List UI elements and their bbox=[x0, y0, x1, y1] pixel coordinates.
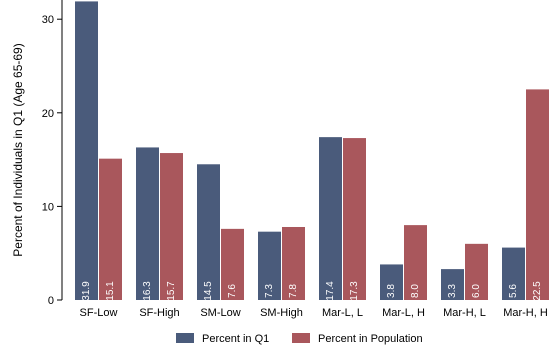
bar-q1-2 bbox=[197, 164, 220, 300]
y-tick-label: 0 bbox=[48, 295, 54, 307]
data-label-population-2: 7.6 bbox=[227, 284, 238, 298]
data-label-q1-6: 3.3 bbox=[447, 284, 458, 298]
category-label: SM-High bbox=[260, 307, 303, 319]
data-label-population-6: 6.0 bbox=[471, 284, 482, 298]
category-labels-layer: SF-Low SF-High SM-Low SM-High Mar-L, L Mar-L,… bbox=[80, 307, 548, 319]
data-label-q1-3: 7.3 bbox=[264, 284, 275, 298]
data-label-population-0: 15.1 bbox=[105, 281, 116, 301]
bar-population-4 bbox=[343, 138, 366, 300]
bar-q1-7 bbox=[502, 247, 525, 300]
bar-q1-6 bbox=[441, 269, 464, 300]
bar-population-0 bbox=[99, 158, 122, 300]
legend: Percent in Q1 Percent in Population bbox=[176, 333, 423, 345]
legend-label-q1: Percent in Q1 bbox=[202, 333, 269, 345]
data-label-q1-7: 5.6 bbox=[508, 284, 519, 298]
bar-q1-3 bbox=[258, 231, 281, 300]
legend-swatch-population bbox=[292, 333, 310, 343]
bar-q1-0 bbox=[75, 1, 98, 301]
category-label: SF-Low bbox=[80, 307, 118, 319]
bar-population-6 bbox=[465, 243, 488, 300]
legend-swatch-q1 bbox=[176, 333, 194, 343]
data-label-q1-2: 14.5 bbox=[203, 281, 214, 301]
data-label-q1-0: 31.9 bbox=[81, 281, 92, 301]
legend-label-population: Percent in Population bbox=[318, 333, 423, 345]
data-labels-layer: 31.9 15.1 16.3 15.7 14.5 7.6 7.3 7.8 17.4 17.3 3.8… bbox=[81, 281, 543, 301]
category-label: Mar-H, L bbox=[443, 307, 486, 319]
bar-q1-5 bbox=[380, 264, 403, 300]
category-label: SM-Low bbox=[200, 307, 240, 319]
category-label: Mar-H, H bbox=[503, 307, 548, 319]
y-axis-ticks: 0 10 20 30 bbox=[42, 14, 62, 307]
data-label-q1-1: 16.3 bbox=[142, 281, 153, 301]
y-tick-label: 20 bbox=[42, 108, 54, 120]
data-label-q1-5: 3.8 bbox=[386, 284, 397, 298]
category-label: Mar-L, L bbox=[322, 307, 363, 319]
y-tick-label: 10 bbox=[42, 201, 54, 213]
category-label: SF-High bbox=[139, 307, 179, 319]
bar-q1-1 bbox=[136, 147, 159, 300]
data-label-population-1: 15.7 bbox=[166, 281, 177, 301]
data-label-population-7: 22.5 bbox=[532, 281, 543, 301]
bar-population-3 bbox=[282, 226, 305, 300]
bar-population-5 bbox=[404, 225, 427, 300]
y-axis-label: Percent of Individuals in Q1 (Age 65-69) bbox=[11, 43, 25, 256]
data-label-population-3: 7.8 bbox=[288, 284, 299, 298]
bar-population-7 bbox=[526, 89, 549, 301]
data-label-q1-4: 17.4 bbox=[325, 281, 336, 301]
category-label: Mar-L, H bbox=[382, 307, 425, 319]
y-tick-label: 30 bbox=[42, 14, 54, 26]
bars-layer bbox=[75, 1, 549, 301]
bar-population-1 bbox=[160, 153, 183, 300]
data-label-population-4: 17.3 bbox=[349, 281, 360, 301]
bar-q1-4 bbox=[319, 137, 342, 300]
bar-population-2 bbox=[221, 228, 244, 300]
data-label-population-5: 8.0 bbox=[410, 284, 421, 298]
